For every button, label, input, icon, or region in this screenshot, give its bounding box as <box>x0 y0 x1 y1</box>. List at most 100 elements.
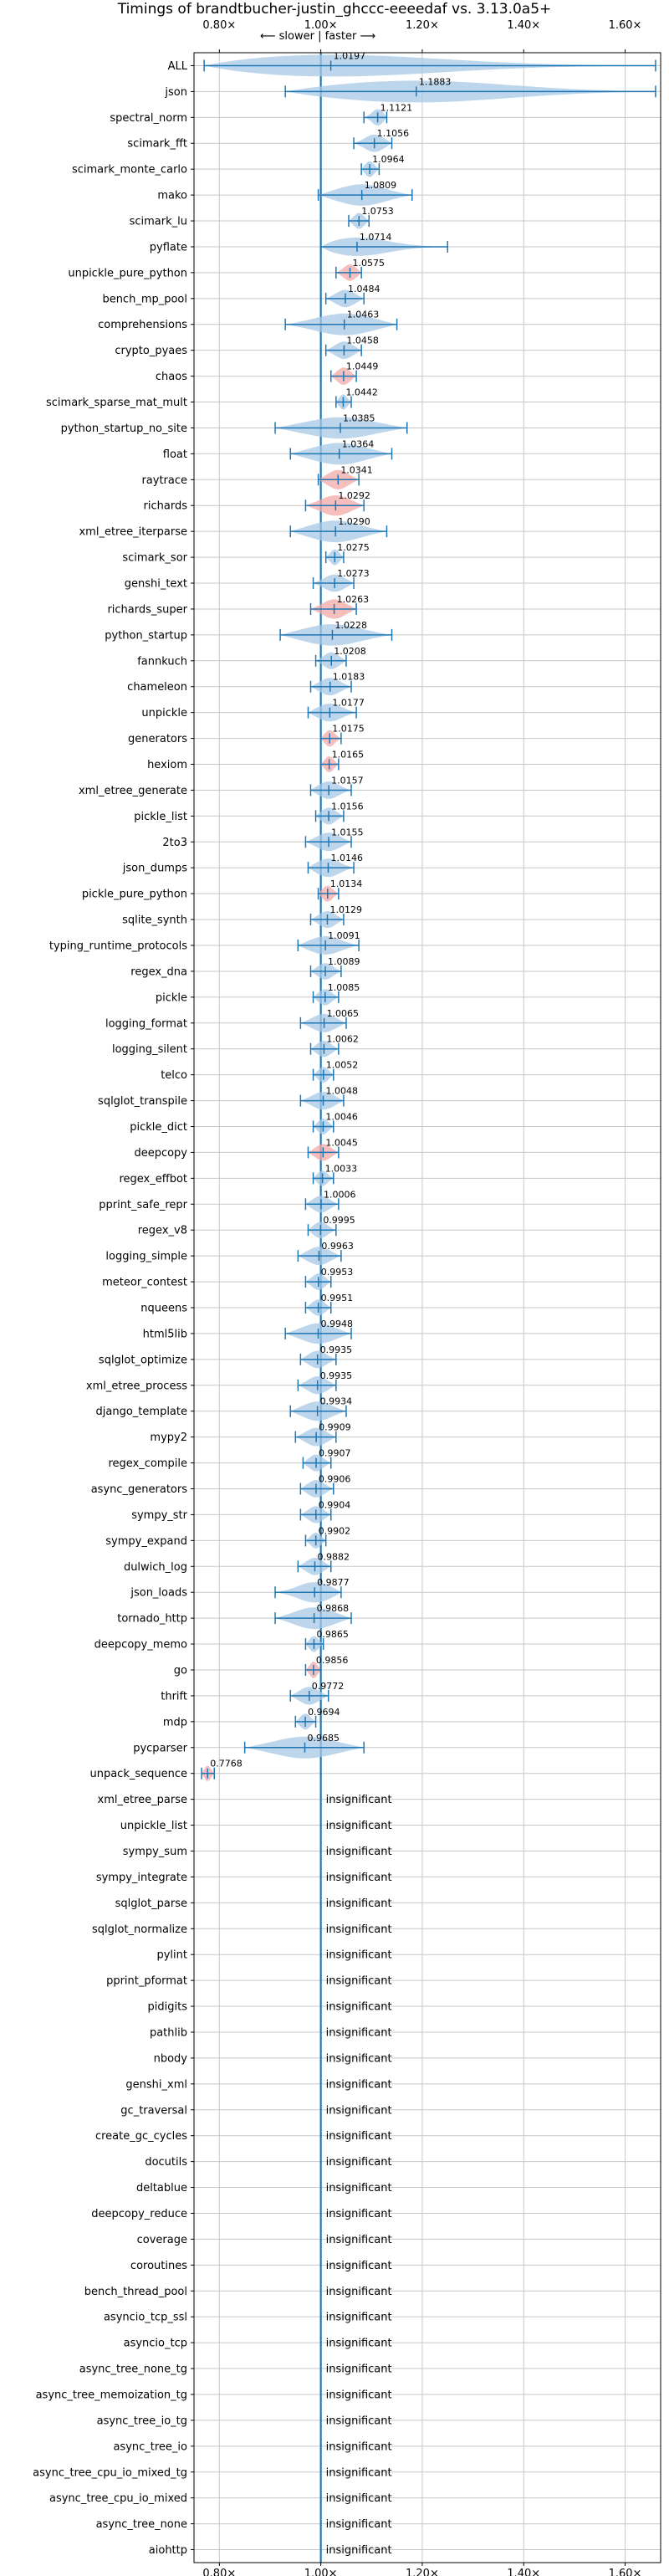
plot-frame <box>193 52 661 2563</box>
y-tick-label: spectral_norm <box>110 112 187 125</box>
value-label: 0.9772 <box>312 1681 345 1692</box>
y-tick-label: xml_etree_process <box>86 1380 187 1392</box>
y-tick-label: gc_traversal <box>120 2104 187 2117</box>
y-tick-label: pylint <box>156 1949 187 1962</box>
value-label: 1.0575 <box>353 258 386 269</box>
value-label: 0.9934 <box>320 1396 353 1407</box>
insignificant-label: insignificant <box>326 1820 392 1832</box>
insignificant-label: insignificant <box>326 2286 392 2298</box>
y-tick-label: sqlglot_optimize <box>99 1354 187 1366</box>
insignificant-label: insignificant <box>326 2078 392 2091</box>
y-tick-label: pidigits <box>148 2001 188 2014</box>
y-tick-label: django_template <box>96 1406 187 1418</box>
insignificant-label: insignificant <box>326 2415 392 2427</box>
y-tick-label: chameleon <box>127 681 187 694</box>
y-tick-label: fannkuch <box>137 655 187 668</box>
value-label: 1.0341 <box>340 464 373 475</box>
insignificant-label: insignificant <box>326 2104 392 2117</box>
insignificant-label: insignificant <box>326 1975 392 1988</box>
y-tick-label: unpickle <box>141 707 187 720</box>
value-label: 0.9963 <box>321 1241 354 1252</box>
insignificant-label: insignificant <box>326 1949 392 1962</box>
y-tick-label: scimark_lu <box>130 216 187 228</box>
value-label: 1.0091 <box>328 930 360 941</box>
y-tick-label: mako <box>157 190 187 202</box>
insignificant-label: insignificant <box>326 2208 392 2220</box>
x-tick-label-bottom: 0.80× <box>202 2568 236 2576</box>
value-label: 0.9685 <box>308 1733 340 1744</box>
y-tick-label: raytrace <box>141 474 187 487</box>
y-tick-label: deepcopy <box>134 1147 187 1160</box>
value-label: 1.0449 <box>346 361 379 372</box>
value-label: 1.0129 <box>329 904 362 915</box>
y-tick-label: pprint_pformat <box>106 1975 187 1988</box>
x-tick-label-bottom: 1.00× <box>304 2568 338 2576</box>
x-tick-label-top: 1.60× <box>609 19 642 32</box>
insignificant-label: insignificant <box>326 2363 392 2376</box>
y-tick-label: mdp <box>163 1716 187 1728</box>
value-label: 1.0273 <box>337 568 370 579</box>
y-tick-label: asyncio_tcp <box>124 2338 187 2350</box>
y-tick-label: telco <box>161 1069 187 1082</box>
insignificant-label: insignificant <box>326 2518 392 2531</box>
y-tick-label: logging_simple <box>105 1251 187 1263</box>
value-label: 1.0033 <box>325 1163 358 1174</box>
y-tick-label: richards <box>144 500 188 513</box>
y-tick-label: scimark_monte_carlo <box>72 164 187 177</box>
y-tick-label: generators <box>128 733 187 745</box>
y-tick-label: ALL <box>168 60 188 73</box>
y-tick-label: scimark_fft <box>127 138 187 151</box>
y-tick-label: richards_super <box>107 603 187 616</box>
y-tick-label: nbody <box>154 2052 188 2065</box>
value-label: 1.0964 <box>372 154 405 165</box>
insignificant-label: insignificant <box>326 1846 392 1858</box>
value-label: 0.9907 <box>319 1448 351 1459</box>
y-tick-label: regex_dna <box>130 965 187 978</box>
y-tick-label: tornado_http <box>117 1613 187 1626</box>
x-tick-label-bottom: 1.60× <box>609 2568 642 2576</box>
value-label: 0.9904 <box>319 1499 351 1510</box>
x-tick-label-top: 1.00× <box>304 19 338 32</box>
x-tick-label-top: 1.40× <box>507 19 540 32</box>
value-label: 1.0753 <box>361 206 394 217</box>
direction-label: ⟵ slower | faster ⟶ <box>260 30 375 43</box>
y-tick-label: unpickle_pure_python <box>68 267 187 279</box>
value-label: 1.0197 <box>334 50 366 61</box>
y-tick-label: pycparser <box>133 1742 187 1754</box>
value-label: 1.0156 <box>331 801 364 812</box>
value-label: 1.0045 <box>325 1137 358 1148</box>
value-label: 1.0134 <box>330 878 363 889</box>
marks-layer <box>201 53 656 2563</box>
value-label: 1.0146 <box>330 853 363 863</box>
value-label: 1.0208 <box>334 646 366 657</box>
y-tick-label: bench_thread_pool <box>84 2286 187 2298</box>
x-tick-label-bottom: 1.40× <box>507 2568 540 2576</box>
y-tick-label: typing_runtime_protocols <box>49 940 187 953</box>
insignificant-label: insignificant <box>326 2052 392 2065</box>
insignificant-label: insignificant <box>326 2001 392 2014</box>
value-label: 1.0065 <box>327 1008 360 1019</box>
value-label: 0.9995 <box>323 1215 355 1226</box>
value-label: 1.0006 <box>324 1189 356 1200</box>
value-label: 1.0046 <box>325 1112 358 1123</box>
y-tick-label: coverage <box>137 2234 187 2246</box>
y-tick-label: nqueens <box>140 1303 187 1315</box>
y-tick-label: sympy_integrate <box>96 1872 187 1884</box>
y-tick-label: deltablue <box>136 2182 187 2194</box>
y-tick-label: aiohttp <box>149 2544 187 2557</box>
value-label: 1.0463 <box>347 310 380 320</box>
y-tick-label: async_tree_none <box>96 2518 187 2531</box>
x-tick-label-top: 0.80× <box>202 19 236 32</box>
value-label: 0.9951 <box>321 1293 354 1303</box>
y-tick-label: scimark_sor <box>122 552 187 565</box>
y-tick-label: logging_format <box>105 1017 187 1030</box>
y-tick-label: deepcopy_memo <box>94 1639 187 1652</box>
value-label: 1.0442 <box>345 387 378 398</box>
insignificant-label: insignificant <box>326 2440 392 2453</box>
value-label: 0.9935 <box>320 1344 353 1355</box>
insignificant-label: insignificant <box>326 1794 392 1806</box>
value-label: 1.0157 <box>331 775 364 786</box>
y-tick-label: sqlglot_normalize <box>92 1923 187 1936</box>
y-tick-label: thrift <box>161 1690 187 1703</box>
x-tick-label-bottom: 1.20× <box>406 2568 439 2576</box>
